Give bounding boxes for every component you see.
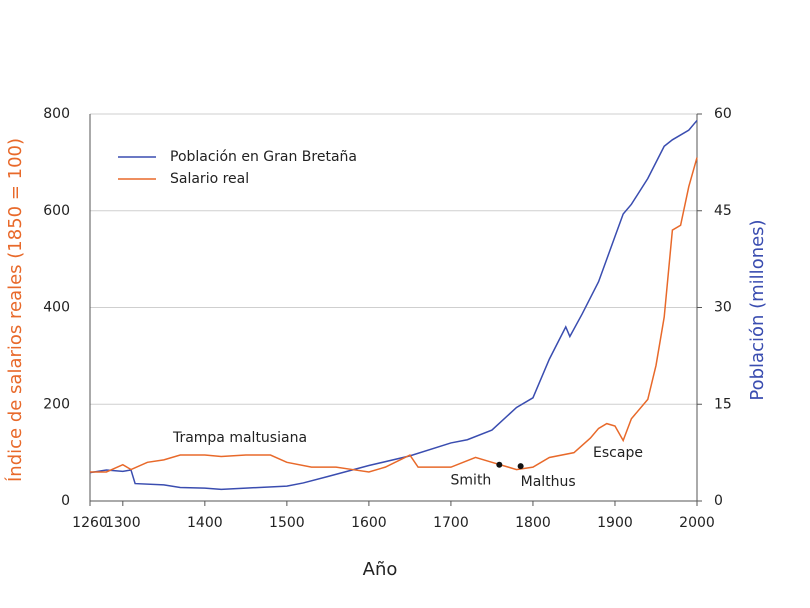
legend-label: Población en Gran Bretaña [170, 149, 357, 165]
y2-tick-label: 45 [714, 203, 732, 219]
marker [517, 463, 524, 470]
annotation: Escape [593, 445, 643, 461]
annotation: Trampa maltusiana [172, 430, 307, 446]
x-tick-label: 1260 [72, 515, 108, 531]
x-tick-label: 1300 [105, 515, 141, 531]
x-tick-label: 1900 [597, 515, 633, 531]
y2-tick-label: 30 [714, 300, 732, 316]
x-tick-label: 1500 [269, 515, 305, 531]
series-line [89, 119, 698, 491]
y-tick-label: 800 [43, 106, 70, 122]
x-tick-label: 2000 [679, 515, 715, 531]
y2-tick-label: 0 [714, 493, 723, 509]
y-tick-label: 400 [43, 300, 70, 316]
marker [496, 461, 503, 468]
y-tick-label: 600 [43, 203, 70, 219]
y-tick-label: 0 [61, 493, 70, 509]
x-axis-label: Año [363, 559, 398, 580]
x-tick-label: 1600 [351, 515, 387, 531]
x-tick-label: 1700 [433, 515, 469, 531]
x-tick-label: 1800 [515, 515, 551, 531]
marker-label: Malthus [521, 474, 576, 490]
y2-tick-label: 15 [714, 396, 732, 412]
legend-label: Salario real [170, 171, 249, 187]
marker-label: Smith [451, 473, 492, 489]
x-tick-label: 1400 [187, 515, 223, 531]
y-tick-label: 200 [43, 396, 70, 412]
series-line [90, 157, 698, 473]
y-axis-label: Índice de salarios reales (1850 = 100) [4, 138, 26, 482]
y2-axis-label: Población (millones) [747, 219, 768, 400]
y2-tick-label: 60 [714, 106, 732, 122]
